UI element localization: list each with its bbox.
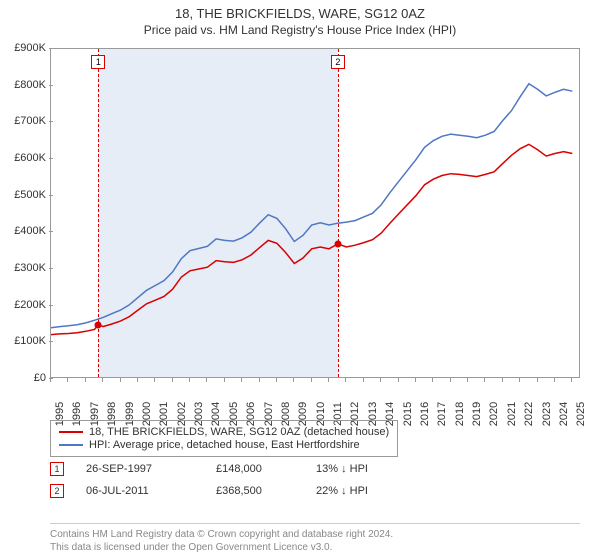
- y-axis-label: £0: [0, 372, 46, 384]
- y-axis-tick: [49, 158, 53, 159]
- x-axis-label: 2022: [523, 402, 535, 426]
- y-axis-label: £400K: [0, 225, 46, 237]
- sale-price: £368,500: [216, 485, 316, 497]
- y-axis-label: £500K: [0, 189, 46, 201]
- sale-price: £148,000: [216, 463, 316, 475]
- x-axis-label: 2021: [506, 402, 518, 426]
- x-axis-tick: [67, 378, 68, 382]
- x-axis-tick: [345, 378, 346, 382]
- x-axis-label: 2024: [558, 402, 570, 426]
- sale-hpi-delta: 13% ↓ HPI: [316, 463, 416, 475]
- x-axis-tick: [137, 378, 138, 382]
- page-title: 18, THE BRICKFIELDS, WARE, SG12 0AZ: [0, 6, 600, 21]
- y-axis-tick: [49, 268, 53, 269]
- x-axis-label: 2015: [402, 402, 414, 426]
- x-axis-tick: [311, 378, 312, 382]
- y-axis-tick: [49, 305, 53, 306]
- sale-point-dot: [334, 240, 341, 247]
- y-axis-label: £200K: [0, 299, 46, 311]
- x-axis-tick: [415, 378, 416, 382]
- legend-swatch: [59, 431, 83, 433]
- x-axis-tick: [276, 378, 277, 382]
- page-subtitle: Price paid vs. HM Land Registry's House …: [0, 23, 600, 37]
- sale-marker-badge: 1: [91, 55, 105, 69]
- x-axis-label: 2019: [471, 402, 483, 426]
- x-axis-tick: [519, 378, 520, 382]
- footer-line: Contains HM Land Registry data © Crown c…: [50, 528, 580, 541]
- x-axis-tick: [380, 378, 381, 382]
- y-axis-label: £100K: [0, 335, 46, 347]
- x-axis-tick: [363, 378, 364, 382]
- legend-swatch: [59, 444, 83, 446]
- x-axis-tick: [467, 378, 468, 382]
- x-axis-tick: [484, 378, 485, 382]
- chart-plot-area: 12: [50, 48, 580, 378]
- y-axis-tick: [49, 121, 53, 122]
- x-axis-tick: [537, 378, 538, 382]
- series-line-hpi: [51, 84, 572, 328]
- y-axis-tick: [49, 85, 53, 86]
- legend-row: 18, THE BRICKFIELDS, WARE, SG12 0AZ (det…: [59, 426, 389, 438]
- x-axis-label: 2023: [541, 402, 553, 426]
- x-axis-label: 2016: [419, 402, 431, 426]
- x-axis-label: 2025: [575, 402, 587, 426]
- y-axis-label: £800K: [0, 79, 46, 91]
- legend-row: HPI: Average price, detached house, East…: [59, 439, 389, 451]
- y-axis-label: £600K: [0, 152, 46, 164]
- series-line-price_paid: [51, 144, 572, 334]
- sale-marker-icon: 1: [50, 462, 64, 476]
- legend: 18, THE BRICKFIELDS, WARE, SG12 0AZ (det…: [50, 420, 398, 457]
- x-axis-tick: [154, 378, 155, 382]
- y-axis-label: £900K: [0, 42, 46, 54]
- x-axis-tick: [293, 378, 294, 382]
- x-axis-tick: [502, 378, 503, 382]
- x-axis-tick: [328, 378, 329, 382]
- sale-point-dot: [95, 321, 102, 328]
- x-axis-label: 2018: [454, 402, 466, 426]
- y-axis-tick: [49, 48, 53, 49]
- y-axis-label: £300K: [0, 262, 46, 274]
- y-axis-tick: [49, 195, 53, 196]
- x-axis-tick: [120, 378, 121, 382]
- legend-label: 18, THE BRICKFIELDS, WARE, SG12 0AZ (det…: [89, 426, 389, 438]
- sale-row: 2 06-JUL-2011 £368,500 22% ↓ HPI: [50, 484, 416, 498]
- footer-line: This data is licensed under the Open Gov…: [50, 541, 580, 554]
- y-axis-tick: [49, 231, 53, 232]
- x-axis-tick: [85, 378, 86, 382]
- sale-marker-icon: 2: [50, 484, 64, 498]
- x-axis-tick: [554, 378, 555, 382]
- y-axis-tick: [49, 341, 53, 342]
- sale-marker-badge: 2: [331, 55, 345, 69]
- x-axis-tick: [259, 378, 260, 382]
- footer-attribution: Contains HM Land Registry data © Crown c…: [50, 523, 580, 554]
- x-axis-tick: [224, 378, 225, 382]
- x-axis-tick: [241, 378, 242, 382]
- x-axis-tick: [189, 378, 190, 382]
- y-axis-label: £700K: [0, 115, 46, 127]
- sale-row: 1 26-SEP-1997 £148,000 13% ↓ HPI: [50, 462, 416, 476]
- x-axis-tick: [172, 378, 173, 382]
- x-axis-label: 2017: [436, 402, 448, 426]
- sale-date: 26-SEP-1997: [86, 463, 216, 475]
- x-axis-tick: [571, 378, 572, 382]
- x-axis-tick: [50, 378, 51, 382]
- x-axis-tick: [206, 378, 207, 382]
- sale-date: 06-JUL-2011: [86, 485, 216, 497]
- x-axis-tick: [398, 378, 399, 382]
- x-axis-tick: [102, 378, 103, 382]
- x-axis-tick: [432, 378, 433, 382]
- x-axis-tick: [450, 378, 451, 382]
- x-axis-label: 2020: [488, 402, 500, 426]
- sale-hpi-delta: 22% ↓ HPI: [316, 485, 416, 497]
- chart-lines: [51, 49, 579, 377]
- legend-label: HPI: Average price, detached house, East…: [89, 439, 360, 451]
